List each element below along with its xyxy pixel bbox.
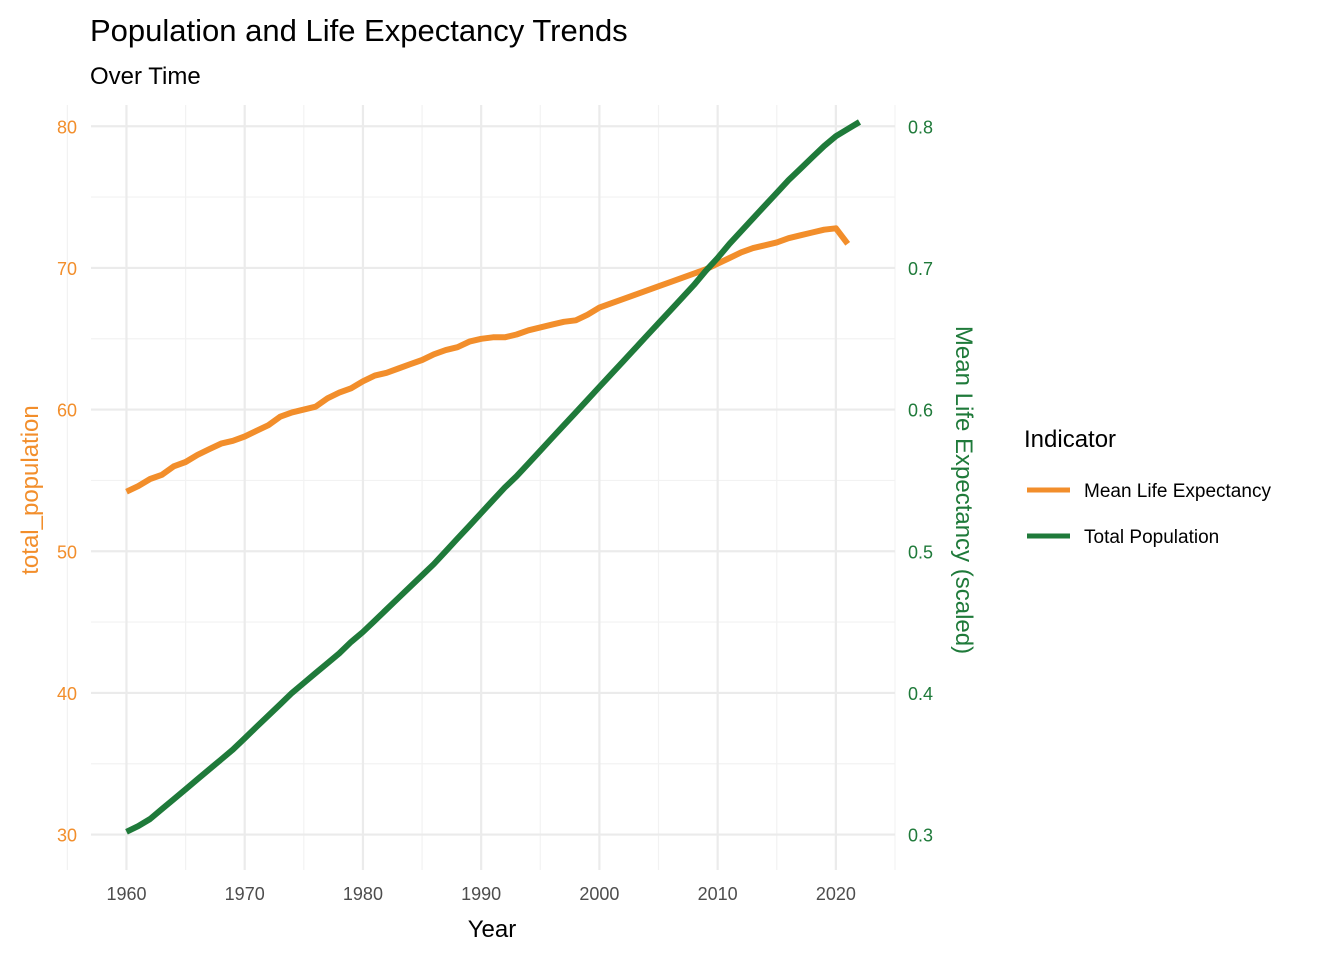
y-right-tick-label: 0.6 [908, 401, 933, 421]
x-tick-label: 1970 [225, 884, 265, 904]
plot-grid [66, 105, 896, 870]
x-tick-label: 1990 [461, 884, 501, 904]
x-tick-label: 1960 [106, 884, 146, 904]
x-tick-label: 1980 [343, 884, 383, 904]
axis-ticks: 1960 1970 1980 1990 2000 2010 2020 30 40 50 60 70 80… [57, 117, 933, 904]
y-left-tick-label: 60 [57, 401, 77, 421]
chart-subtitle: Over Time [90, 63, 201, 90]
y-axis-right-title: Mean Life Expectancy (scaled) [950, 326, 977, 654]
y-right-tick-label: 0.7 [908, 259, 933, 279]
y-left-tick-label: 70 [57, 259, 77, 279]
series-line-population [125, 119, 862, 835]
plot-series [125, 119, 862, 835]
y-axis-left-title: total_population [17, 405, 44, 574]
legend-label-population: Total Population [1084, 527, 1219, 548]
legend-label-life-expectancy: Mean Life Expectancy [1084, 481, 1271, 502]
x-tick-label: 2010 [698, 884, 738, 904]
y-right-tick-label: 0.3 [908, 826, 933, 846]
x-tick-label: 2020 [816, 884, 856, 904]
y-right-tick-label: 0.5 [908, 542, 933, 562]
y-left-tick-label: 40 [57, 684, 77, 704]
x-tick-label: 2000 [579, 884, 619, 904]
y-left-tick-label: 80 [57, 117, 77, 137]
y-left-tick-label: 30 [57, 826, 77, 846]
chart-title: Population and Life Expectancy Trends [90, 13, 628, 48]
legend: Indicator Mean Life Expectancy Total Pop… [1024, 426, 1271, 548]
x-axis-title: Year [468, 916, 517, 943]
series-line-life-expectancy [125, 225, 851, 495]
legend-title: Indicator [1024, 426, 1116, 453]
y-right-tick-label: 0.4 [908, 684, 933, 704]
y-right-tick-label: 0.8 [908, 117, 933, 137]
y-left-tick-label: 50 [57, 542, 77, 562]
